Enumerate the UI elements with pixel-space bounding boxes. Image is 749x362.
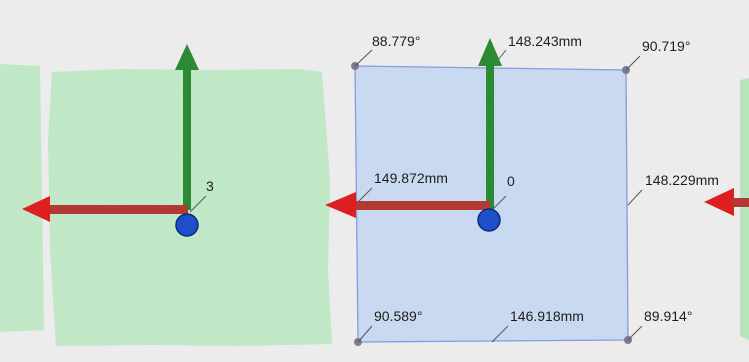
edge-length-left: 149.872mm	[374, 170, 448, 186]
green-up-arrow-icon	[478, 38, 502, 66]
angle-bottom-left: 90.589°	[374, 308, 423, 324]
edge-length-bottom: 146.918mm	[510, 308, 584, 324]
edge-length-top: 148.243mm	[508, 33, 582, 49]
red-left-arrow-icon	[325, 192, 356, 218]
origin-marker-icon	[175, 213, 199, 237]
x-axis-shaft-selected	[352, 201, 490, 210]
partial-sheet-right	[740, 78, 749, 340]
sheet-3-id-label: 3	[206, 178, 214, 194]
y-axis-shaft-selected	[486, 64, 494, 210]
red-left-arrow-icon	[22, 196, 50, 222]
angle-bottom-right: 89.914°	[644, 308, 693, 324]
x-axis-shaft-right	[732, 198, 749, 207]
origin-marker-icon	[477, 208, 501, 232]
partial-sheet-left	[0, 64, 44, 332]
sheet-0-id-label: 0	[507, 173, 515, 189]
right-sheet-axes	[704, 188, 749, 216]
x-axis-shaft-left	[46, 205, 188, 214]
y-axis-shaft-left	[183, 68, 191, 210]
left-sheet-axes	[22, 44, 199, 237]
selected-sheet-axes	[325, 38, 502, 232]
edge-length-right: 148.229mm	[645, 172, 719, 188]
green-up-arrow-icon	[175, 44, 199, 70]
angle-top-left: 88.779°	[372, 33, 421, 49]
angle-top-right: 90.719°	[642, 38, 691, 54]
red-left-arrow-icon	[704, 188, 734, 216]
